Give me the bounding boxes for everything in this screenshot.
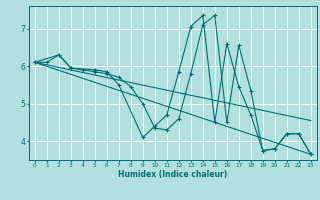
X-axis label: Humidex (Indice chaleur): Humidex (Indice chaleur) [118, 170, 228, 179]
